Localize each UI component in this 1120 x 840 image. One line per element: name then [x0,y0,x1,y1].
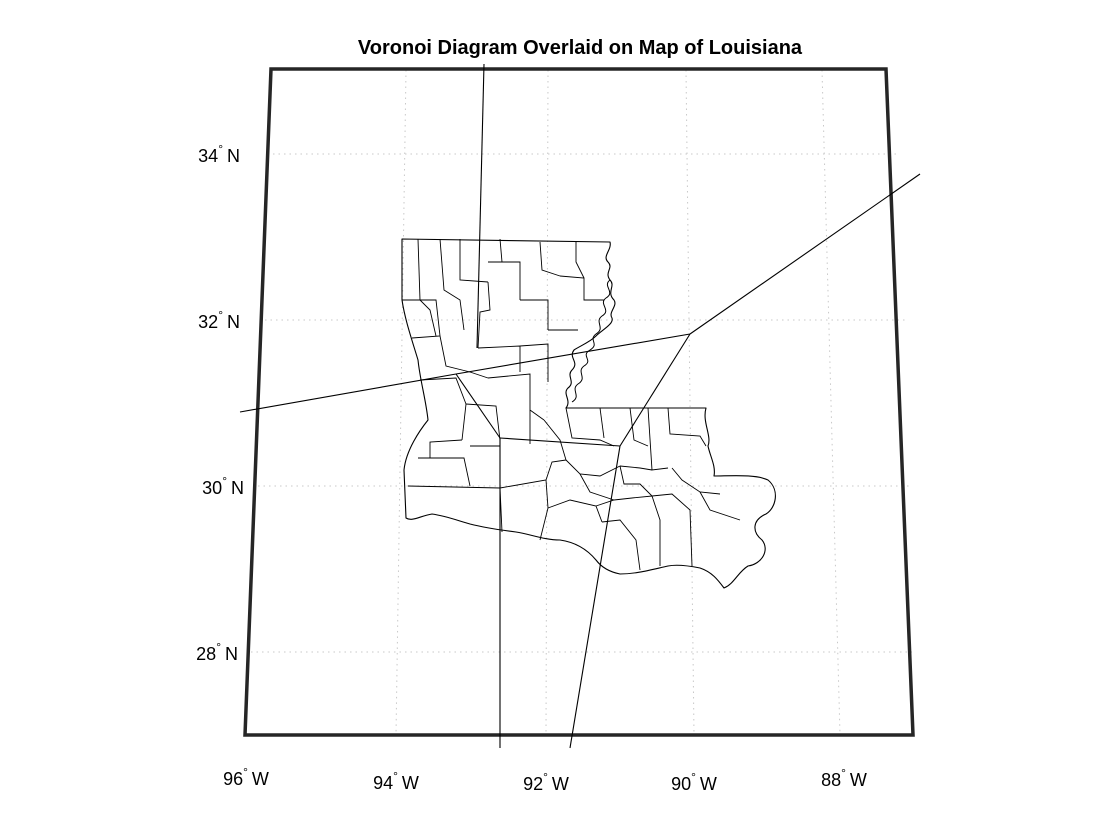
voronoi-edge-west [239,373,457,413]
voronoi-edge-north [476,63,485,349]
lon-label-88: 88° W [821,766,867,790]
lon-label-90: 90° W [671,770,717,794]
voronoi-edge-central [499,437,621,447]
lon-label-92: 92° W [523,770,569,794]
lat-label-28: 28° N [196,640,238,664]
graticule-meridian-88 [821,69,841,736]
lat-label-34: 34° N [198,142,240,166]
voronoi-edge-northeast [689,173,921,335]
lat-label-32: 32° N [198,308,240,332]
graticule [251,69,912,736]
voronoi-edge-middle [455,333,691,375]
graticule-meridian-94 [395,69,407,736]
latitude-labels: 34° N 32° N 30° N 28° N [196,142,244,664]
louisiana-state-outline [401,238,776,589]
voronoi-edge-south [569,445,621,749]
graticule-meridian-92 [545,69,549,736]
lat-label-30: 30° N [202,474,244,498]
mississippi-river [571,279,611,403]
map-frame [243,67,915,737]
longitude-labels: 96° W 94° W 92° W 90° W 88° W [223,765,867,794]
louisiana-map [401,238,776,589]
lon-label-94: 94° W [373,769,419,793]
voronoi-edges [239,63,921,749]
parish-boundaries [402,238,741,571]
graticule-meridian-90 [685,69,695,736]
voronoi-edge-southeast [619,333,691,447]
lon-label-96: 96° W [223,765,269,789]
voronoi-edge-diagonal [455,373,501,439]
map-title: Voronoi Diagram Overlaid on Map of Louis… [358,37,803,59]
